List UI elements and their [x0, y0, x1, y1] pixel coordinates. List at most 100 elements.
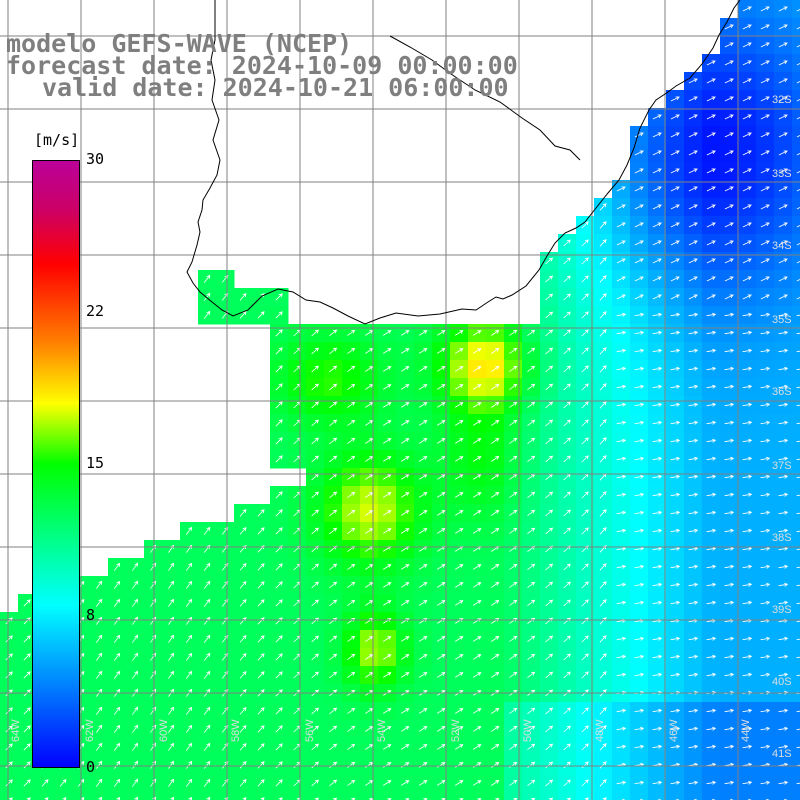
- wind-speed-cell: [792, 612, 800, 631]
- wind-speed-cell: [792, 576, 800, 595]
- wind-arrow: [688, 744, 699, 749]
- wind-arrow: [382, 618, 392, 624]
- colorbar-tick-8: 8: [86, 606, 96, 624]
- wind-arrow: [634, 708, 645, 713]
- wind-arrow: [706, 672, 717, 677]
- wind-arrow: [581, 383, 589, 391]
- wind-arrow: [95, 580, 103, 589]
- wind-speed-cell: [648, 792, 667, 800]
- wind-arrow: [436, 474, 446, 480]
- wind-arrow: [634, 168, 644, 174]
- wind-arrow: [418, 492, 428, 498]
- wind-arrow: [760, 456, 771, 461]
- wind-arrow: [491, 672, 500, 678]
- wind-arrow: [472, 672, 482, 678]
- wind-arrow: [634, 402, 645, 407]
- wind-arrow: [311, 725, 320, 733]
- wind-speed-cell: [198, 792, 217, 800]
- wind-arrow: [347, 563, 356, 570]
- latitude-label: 32S: [772, 94, 792, 106]
- wind-arrow: [203, 580, 211, 589]
- wind-arrow: [113, 562, 121, 571]
- wind-arrow: [670, 564, 681, 569]
- wind-arrow: [185, 652, 193, 661]
- wind-arrow: [670, 582, 681, 587]
- wind-arrow: [742, 600, 753, 605]
- wind-arrow: [509, 671, 518, 678]
- wind-speed-cell: [720, 792, 739, 800]
- wind-speed-cell: [558, 792, 577, 800]
- wind-arrow: [5, 671, 13, 679]
- wind-speed-cell: [738, 792, 757, 800]
- wind-speed-cell: [342, 792, 361, 800]
- wind-arrow: [400, 456, 410, 462]
- wind-arrow: [275, 761, 283, 769]
- wind-arrow: [491, 582, 500, 588]
- wind-arrow: [652, 672, 663, 677]
- wind-arrow: [527, 527, 536, 535]
- wind-speed-cell: [792, 774, 800, 793]
- wind-speed-cell: [54, 792, 73, 800]
- wind-arrow: [688, 312, 699, 317]
- wind-arrow: [454, 384, 464, 390]
- wind-arrow: [778, 330, 789, 335]
- wind-arrow: [23, 743, 31, 751]
- wind-arrow: [796, 566, 800, 569]
- wind-arrow: [329, 707, 338, 715]
- wind-arrow: [491, 618, 500, 624]
- wind-arrow: [778, 186, 788, 192]
- wind-arrow: [95, 652, 103, 661]
- wind-arrow: [418, 654, 428, 660]
- wind-arrow: [418, 618, 428, 624]
- wind-speed-cell: [576, 792, 595, 800]
- wind-arrow: [311, 653, 320, 661]
- wind-arrow: [724, 294, 734, 300]
- wind-arrow: [760, 528, 771, 533]
- wind-arrow: [95, 778, 103, 787]
- wind-speed-cell: [468, 792, 487, 800]
- wind-arrow: [706, 510, 717, 515]
- wind-arrow: [329, 527, 338, 535]
- wind-arrow: [706, 492, 717, 497]
- wind-speed-cell: [594, 792, 613, 800]
- wind-arrow: [275, 437, 283, 445]
- wind-arrow: [400, 330, 410, 336]
- wind-arrow: [742, 456, 753, 461]
- wind-arrow: [329, 635, 338, 643]
- wind-arrow: [95, 670, 103, 679]
- wind-arrow: [760, 672, 771, 677]
- wind-arrow: [706, 636, 717, 641]
- wind-arrow: [742, 474, 753, 479]
- wind-arrow: [23, 707, 31, 715]
- wind-arrow: [634, 420, 645, 425]
- wind-arrow: [742, 24, 752, 30]
- wind-arrow: [23, 635, 31, 643]
- wind-arrow: [706, 780, 717, 785]
- wind-speed-cell: [792, 432, 800, 451]
- wind-arrow: [382, 474, 392, 480]
- wind-arrow: [652, 222, 662, 228]
- wind-arrow: [670, 150, 680, 156]
- wind-arrow: [616, 294, 626, 300]
- wind-arrow: [545, 779, 554, 787]
- wind-speed-cell: [792, 702, 800, 721]
- wind-arrow: [239, 562, 247, 571]
- wind-arrow: [742, 582, 753, 587]
- wind-arrow: [581, 743, 589, 751]
- wind-arrow: [706, 186, 716, 192]
- wind-arrow: [545, 743, 554, 751]
- wind-arrow: [724, 438, 735, 443]
- wind-speed-cell: [684, 792, 703, 800]
- wind-arrow: [581, 329, 589, 337]
- wind-arrow: [454, 330, 464, 336]
- wind-arrow: [688, 294, 698, 300]
- wind-arrow: [760, 726, 771, 731]
- wind-arrow: [616, 348, 627, 353]
- wind-arrow: [509, 779, 518, 786]
- wind-arrow: [454, 564, 464, 570]
- wind-speed-cell: [360, 792, 379, 800]
- wind-arrow: [239, 508, 247, 517]
- wind-arrow: [436, 564, 446, 570]
- wind-arrow: [400, 762, 410, 768]
- wind-arrow: [275, 563, 283, 571]
